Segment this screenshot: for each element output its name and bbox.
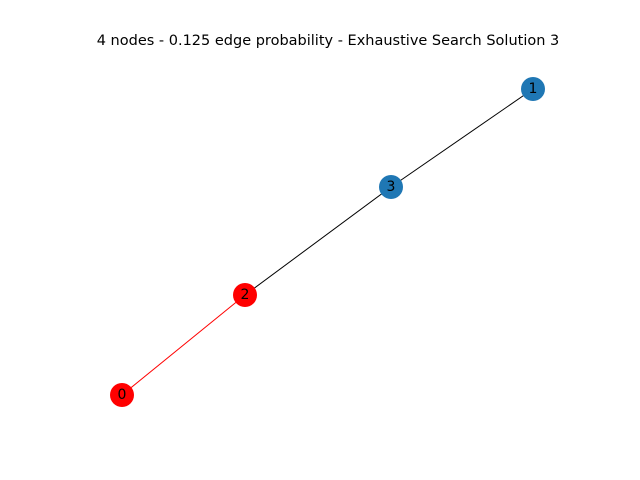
node-2-circle (233, 283, 257, 307)
node-1-label: 1 (529, 81, 538, 97)
edge-0-2 (121, 294, 246, 396)
node-layer: 0 1 2 3 (110, 77, 545, 407)
edge-2-3 (244, 186, 392, 296)
node-1-circle (521, 77, 545, 101)
node-3-label: 3 (387, 179, 396, 195)
node-1: 1 (521, 77, 545, 101)
node-3: 3 (379, 175, 403, 199)
node-0: 0 (110, 383, 134, 407)
node-0-circle (110, 383, 134, 407)
node-2: 2 (233, 283, 257, 307)
node-2-label: 2 (241, 287, 250, 303)
node-0-label: 0 (118, 387, 127, 403)
figure-title: 4 nodes - 0.125 edge probability - Exhau… (96, 33, 560, 49)
edge-3-1 (390, 88, 534, 188)
edge-layer (121, 88, 534, 396)
node-3-circle (379, 175, 403, 199)
